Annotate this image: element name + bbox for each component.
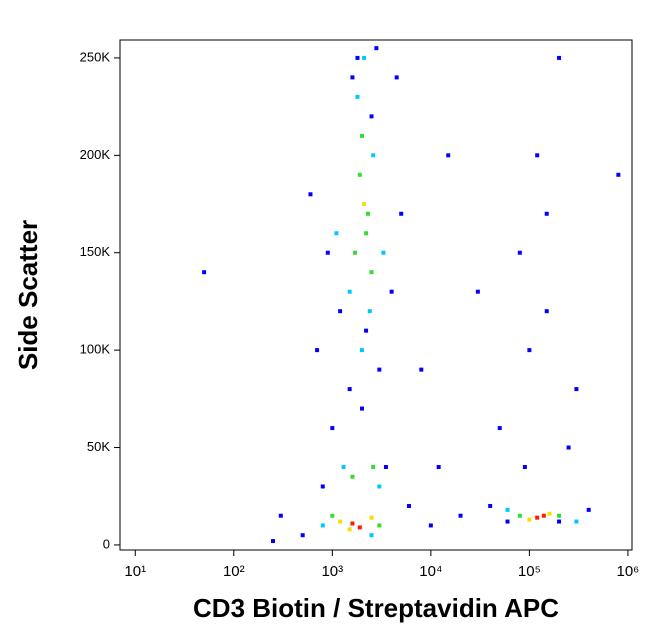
x-tick-label: 10⁶: [616, 563, 639, 580]
point: [338, 309, 343, 314]
point: [202, 270, 207, 275]
point: [369, 515, 374, 520]
point: [362, 202, 367, 207]
point: [377, 484, 382, 489]
point: [359, 133, 364, 138]
point: [362, 55, 367, 60]
point: [377, 367, 382, 372]
plot-frame: [119, 39, 633, 551]
point: [505, 507, 510, 512]
point: [350, 474, 355, 479]
point: [374, 46, 379, 51]
point: [458, 513, 463, 518]
point: [406, 503, 411, 508]
point: [517, 250, 522, 255]
point: [616, 172, 621, 177]
point: [320, 523, 325, 528]
point: [350, 521, 355, 526]
point: [325, 250, 330, 255]
point: [369, 114, 374, 119]
point: [535, 515, 540, 520]
y-tick-label: 200K: [80, 147, 111, 162]
point: [308, 192, 313, 197]
point: [446, 153, 451, 158]
point: [428, 523, 433, 528]
point: [547, 511, 552, 516]
x-tick-label: 10⁴: [419, 563, 442, 580]
point: [475, 289, 480, 294]
point: [341, 465, 346, 470]
point: [394, 75, 399, 80]
point: [557, 513, 562, 518]
x-tick-label: 10⁵: [518, 563, 541, 580]
point: [419, 367, 424, 372]
point: [271, 539, 276, 544]
point: [383, 465, 388, 470]
point: [557, 55, 562, 60]
point: [364, 328, 369, 333]
point: [566, 445, 571, 450]
point: [357, 172, 362, 177]
point: [377, 523, 382, 528]
point: [557, 519, 562, 524]
point: [347, 387, 352, 392]
point: [330, 513, 335, 518]
point: [497, 426, 502, 431]
y-tick-label: 250K: [80, 49, 111, 64]
point: [399, 211, 404, 216]
point: [359, 406, 364, 411]
point: [488, 503, 493, 508]
point: [522, 465, 527, 470]
point: [517, 513, 522, 518]
point: [367, 309, 372, 314]
point: [338, 519, 343, 524]
point: [355, 94, 360, 99]
point: [527, 517, 532, 522]
point: [544, 211, 549, 216]
x-tick-label: 10³: [321, 563, 343, 580]
point: [347, 527, 352, 532]
point: [574, 387, 579, 392]
point: [278, 513, 283, 518]
x-axis-title: CD3 Biotin / Streptavidin APC: [193, 593, 559, 623]
point: [586, 507, 591, 512]
point: [544, 309, 549, 314]
point: [436, 465, 441, 470]
point: [371, 465, 376, 470]
point: [315, 348, 320, 353]
point: [381, 250, 386, 255]
point: [541, 513, 546, 518]
point: [535, 153, 540, 158]
point: [369, 270, 374, 275]
point: [359, 348, 364, 353]
x-tick-label: 10¹: [124, 563, 146, 580]
point: [371, 153, 376, 158]
point: [527, 348, 532, 353]
point: [357, 525, 362, 530]
point: [355, 55, 360, 60]
x-tick-label: 10²: [223, 563, 245, 580]
point: [369, 533, 374, 538]
y-tick-label: 50K: [87, 439, 110, 454]
point: [389, 289, 394, 294]
point: [574, 519, 579, 524]
y-tick-label: 0: [103, 536, 110, 551]
point: [353, 250, 358, 255]
point: [330, 426, 335, 431]
point: [320, 484, 325, 489]
y-tick-label: 150K: [80, 244, 111, 259]
point: [364, 231, 369, 236]
point: [365, 211, 370, 216]
point: [350, 75, 355, 80]
point: [334, 231, 339, 236]
point: [505, 519, 510, 524]
point: [300, 533, 305, 538]
y-axis-title: Side Scatter: [13, 220, 43, 370]
point: [347, 289, 352, 294]
y-tick-label: 100K: [80, 342, 111, 357]
